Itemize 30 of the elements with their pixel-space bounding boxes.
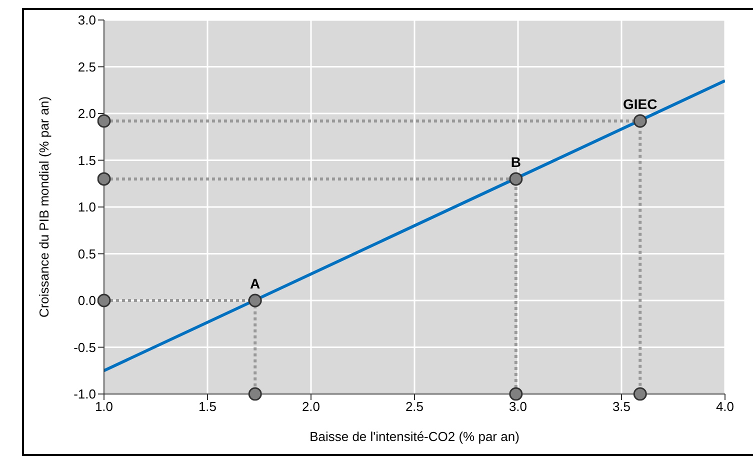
point [97, 294, 111, 308]
x-tick-label: 1.0 [94, 399, 114, 414]
point [97, 172, 111, 186]
point [633, 387, 647, 401]
y-tick-label: 1.0 [78, 200, 96, 215]
y-tick-label: 0.0 [78, 293, 96, 308]
x-axis-title: Baisse de l'intensité-CO2 (% par an) [310, 429, 520, 444]
y-axis-title: Croissance du PIB mondial (% par an) [36, 96, 52, 318]
point [633, 114, 647, 128]
x-tick-label: 1.5 [198, 399, 217, 414]
point [248, 387, 262, 401]
x-tick-label: 2.0 [302, 399, 320, 414]
x-tick-label: 2.5 [405, 399, 424, 414]
x-tick-label: 4.0 [716, 399, 734, 414]
y-tick-label: 2.0 [78, 106, 96, 122]
y-tick-label: 2.5 [78, 59, 96, 74]
annotation: B [510, 154, 521, 170]
y-tick-label: 1.5 [78, 152, 96, 168]
point [248, 294, 262, 308]
y-tick-label: 3.0 [78, 12, 96, 28]
point [97, 114, 111, 128]
y-tick-label: 0.5 [78, 246, 96, 262]
x-tick-label: 3.5 [612, 399, 631, 414]
annotation: GIEC [623, 96, 658, 112]
x-tick-label: 3.0 [508, 399, 528, 414]
point [509, 387, 523, 401]
y-tick-label: -1.0 [74, 386, 96, 402]
annotation: A [250, 276, 260, 292]
point [509, 172, 523, 186]
y-tick-label: -0.5 [74, 340, 96, 355]
